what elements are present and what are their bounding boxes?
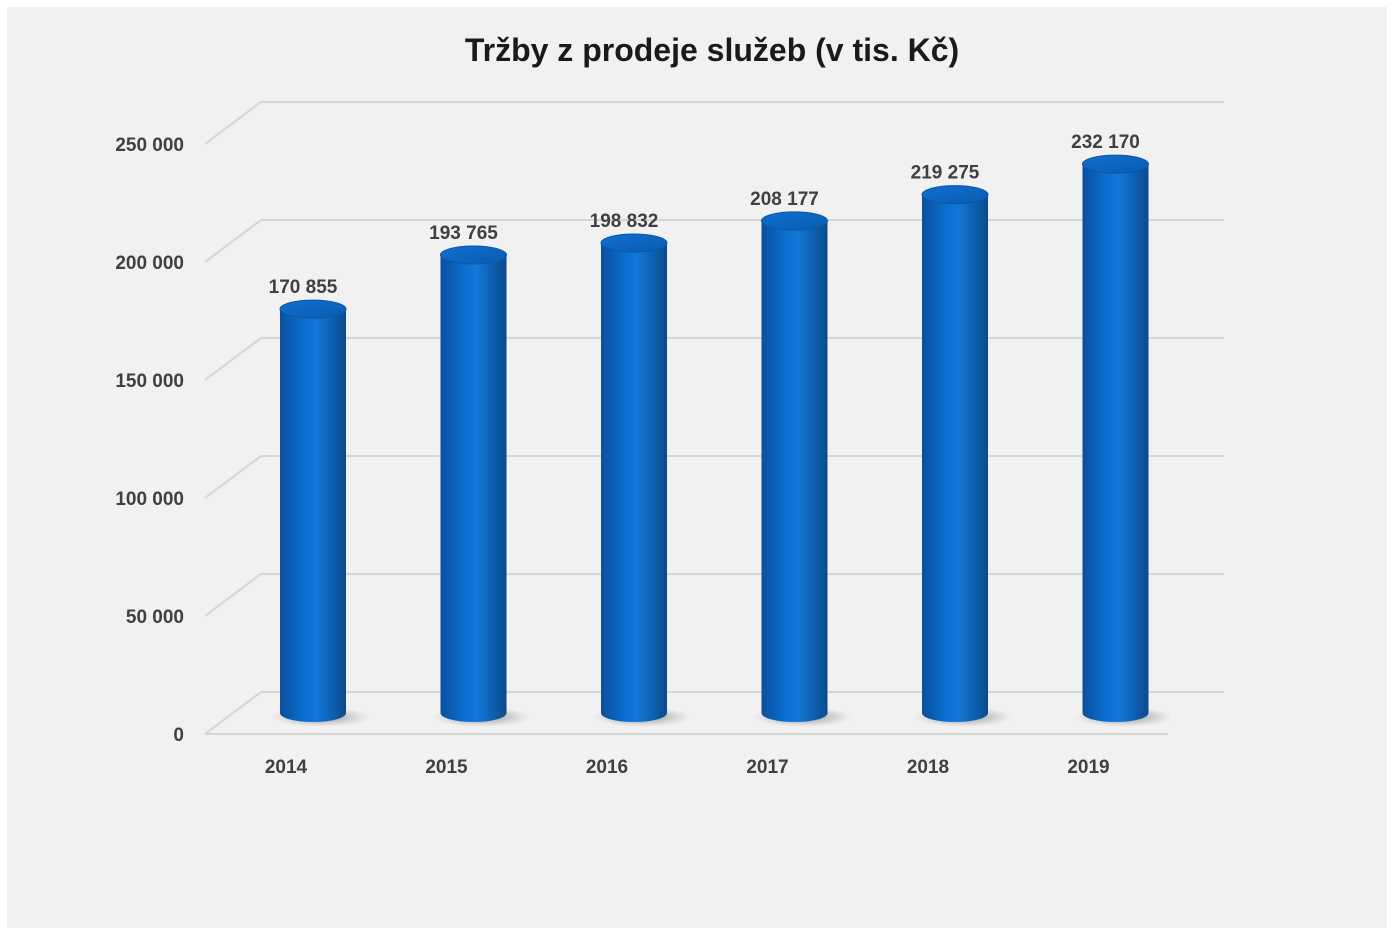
bar-body bbox=[761, 220, 828, 722]
y-tick-label: 0 bbox=[173, 725, 184, 746]
gridline-diagonal bbox=[204, 455, 262, 499]
bar-2015: 193 765 bbox=[429, 223, 531, 727]
data-label: 198 832 bbox=[590, 211, 659, 232]
x-tick-label: 2019 bbox=[1067, 757, 1109, 778]
y-axis: 0 50 000 100 000 150 000 200 000 250 000 bbox=[115, 135, 184, 746]
chart-area bbox=[7, 7, 1387, 928]
x-axis: 2014 2015 2016 2017 2018 2019 bbox=[265, 757, 1110, 778]
x-tick-label: 2015 bbox=[425, 757, 468, 778]
bar-2018: 219 275 bbox=[911, 163, 1013, 727]
data-label: 208 177 bbox=[750, 189, 819, 210]
gridline-diagonal bbox=[204, 573, 262, 617]
bar-cap bbox=[1082, 154, 1149, 174]
x-tick-label: 2017 bbox=[746, 757, 788, 778]
bar-body bbox=[440, 254, 507, 722]
bar-cap bbox=[600, 233, 668, 253]
gridline-diagonal bbox=[204, 219, 262, 263]
bar-body bbox=[1082, 164, 1149, 722]
bars: 170 855 193 765 198 832 208 177 219 275 232 1… bbox=[269, 132, 1173, 727]
bar-cap bbox=[921, 185, 989, 205]
bar-2017: 208 177 bbox=[750, 189, 852, 727]
y-tick-label: 100 000 bbox=[115, 489, 184, 510]
bar-2019: 232 170 bbox=[1071, 132, 1173, 727]
gridline-diagonal bbox=[204, 101, 262, 145]
y-tick-label: 250 000 bbox=[115, 135, 184, 156]
gridline-diagonal bbox=[204, 691, 262, 735]
bar-cap bbox=[440, 245, 507, 265]
bar-body bbox=[280, 309, 346, 722]
data-label: 232 170 bbox=[1071, 132, 1140, 153]
chart-title: Tržby z prodeje služeb (v tis. Kč) bbox=[464, 32, 960, 68]
bar-2014: 170 855 bbox=[269, 277, 371, 727]
gridlines bbox=[204, 101, 1224, 735]
bar-body bbox=[922, 194, 988, 722]
x-tick-label: 2016 bbox=[586, 757, 628, 778]
y-tick-label: 50 000 bbox=[126, 607, 184, 628]
bar-cap bbox=[279, 299, 347, 319]
x-tick-label: 2014 bbox=[265, 757, 308, 778]
data-label: 193 765 bbox=[429, 223, 498, 244]
x-tick-label: 2018 bbox=[907, 757, 949, 778]
y-tick-label: 150 000 bbox=[115, 371, 184, 392]
bar-body bbox=[601, 242, 667, 722]
y-tick-label: 200 000 bbox=[115, 253, 184, 274]
data-label: 170 855 bbox=[269, 277, 338, 298]
data-label: 219 275 bbox=[911, 163, 980, 184]
bar-2016: 198 832 bbox=[590, 211, 692, 727]
gridline-diagonal bbox=[204, 337, 262, 381]
bar-cap bbox=[761, 211, 828, 231]
